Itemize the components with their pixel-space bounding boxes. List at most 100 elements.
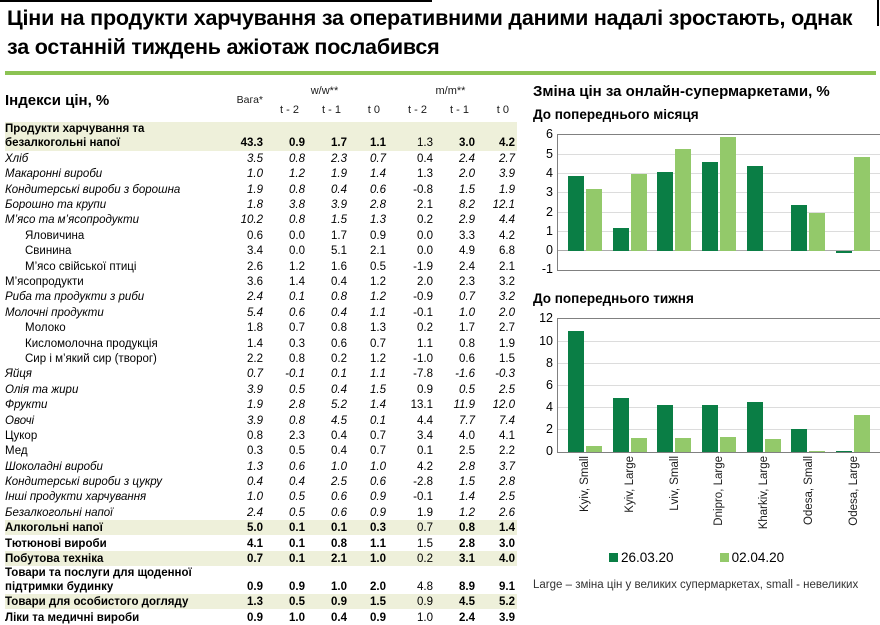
bar <box>701 162 718 252</box>
row-value: 0.5 <box>370 260 386 273</box>
row-value: 0.8 <box>331 291 347 304</box>
chart2-x-axis-labels: Kyiv, Small Kyiv, Large Lviv, Small Dnipro,… <box>558 456 880 542</box>
row-value: 1.1 <box>370 537 386 550</box>
row-value: 3.6 <box>247 276 263 288</box>
x-axis-label-text: Odesa, Small <box>803 456 816 526</box>
row-value: 0.9 <box>289 581 305 594</box>
chart-footnote: Large – зміна цін у великих супермаркета… <box>533 579 859 592</box>
row-value: 1.7 <box>459 322 475 335</box>
row-value: 3.0 <box>459 137 475 150</box>
table-row: Свинина 3.4 0.0 5.1 2.1 0.0 4.9 6.8 <box>5 243 517 258</box>
bar-group <box>657 135 692 270</box>
row-value: 1.7 <box>331 137 347 150</box>
gridline <box>558 173 880 175</box>
row-value: 1.2 <box>370 352 386 365</box>
row-value: 3.1 <box>459 553 475 566</box>
table-row: Молоко 1.8 0.7 0.8 1.3 0.2 1.7 2.7 <box>5 320 517 335</box>
row-value: 0.9 <box>331 596 347 609</box>
row-value: 0.0 <box>289 245 305 258</box>
bar <box>746 401 763 453</box>
row-value: 2.4 <box>459 260 475 273</box>
chart1-title: До попереднього місяця <box>533 107 699 123</box>
row-label: Алкогольні напої <box>5 522 103 535</box>
row-value: 0.4 <box>331 429 347 442</box>
col-group-mm: m/m** <box>435 85 466 98</box>
row-label: Овочі <box>5 414 35 427</box>
row-value: 2.0 <box>459 168 475 181</box>
bar <box>630 438 647 453</box>
x-axis-label-text: Dnipro, Large <box>713 456 726 527</box>
row-label: Хліб <box>5 152 29 165</box>
chart1-y-axis: 6 5 4 3 2 1 0 -1 <box>533 127 557 276</box>
row-value: 0.7 <box>370 429 386 442</box>
row-value: 0.8 <box>247 429 263 442</box>
row-label: Олія та жири <box>5 383 79 396</box>
row-value: 1.9 <box>499 183 515 196</box>
col-header-t: t - 2 <box>408 104 427 117</box>
row-value: 1.4 <box>370 399 386 412</box>
bar <box>853 156 870 252</box>
row-value: 2.0 <box>417 276 433 288</box>
row-label: Кисломолочна продукція <box>25 337 158 350</box>
row-label: Ліки та медичні вироби <box>5 611 140 624</box>
table-row: Алкогольні напої 5.0 0.1 0.1 0.3 0.7 0.8 1.4 <box>5 519 517 536</box>
row-value: 1.8 <box>247 199 263 212</box>
row-value: 12.0 <box>492 399 515 412</box>
row-value: 0.9 <box>370 506 386 519</box>
table-row: Молочні продукти 5.4 0.6 0.4 1.1 -0.1 1.0 2.0 <box>5 304 517 319</box>
bar-group <box>746 319 781 453</box>
table-row: Яловичина 0.6 0.0 1.7 0.9 0.0 3.3 4.2 <box>5 227 517 242</box>
gridline <box>558 250 880 252</box>
row-value: 0.8 <box>459 337 475 350</box>
row-label: М’ясопродукти <box>5 276 84 288</box>
table-row: Безалкогольні напої 2.4 0.5 0.6 0.9 1.9 1.2 2.6 <box>5 504 517 519</box>
green-divider <box>5 71 876 76</box>
row-value: 0.4 <box>289 476 305 489</box>
row-value: 2.5 <box>459 445 475 458</box>
row-value: 0.1 <box>331 368 347 381</box>
gridline <box>558 407 880 409</box>
row-value: 2.3 <box>459 276 475 288</box>
page-title: Ціни на продукти харчування за оперативн… <box>7 6 853 60</box>
row-value: 3.9 <box>499 611 515 624</box>
row-value: -2.8 <box>413 476 433 489</box>
row-value: 0.2 <box>417 214 433 227</box>
row-label: Молоко <box>25 322 66 335</box>
table-header: Індекси цін, % Вага* w/w** m/m** t - 2 t… <box>5 81 517 119</box>
row-value: 1.1 <box>370 137 386 150</box>
row-value: 3.9 <box>247 414 263 427</box>
row-value: 0.5 <box>459 383 475 396</box>
row-label: М’ясо та м’ясопродукти <box>5 214 140 227</box>
row-value: 7.4 <box>499 414 515 427</box>
table-row: Риба та продукти з риби 2.4 0.1 0.8 1.2 -0.9 0… <box>5 289 517 304</box>
row-label: Побутова техніка <box>5 553 104 566</box>
row-value: 2.4 <box>247 291 263 304</box>
row-value: 1.2 <box>370 276 386 288</box>
row-value: 3.8 <box>289 199 305 212</box>
row-value: 2.5 <box>331 476 347 489</box>
row-value: 0.0 <box>417 229 433 242</box>
row-value: 1.0 <box>247 168 263 181</box>
row-value: 0.1 <box>289 537 305 550</box>
row-value: 1.5 <box>370 383 386 396</box>
row-value: 1.5 <box>417 537 433 550</box>
row-value: 0.9 <box>417 596 433 609</box>
table-row: М’ясо та м’ясопродукти 10.2 0.8 1.5 1.3 0.2 2.… <box>5 212 517 227</box>
y-tick-label: 2 <box>546 422 553 437</box>
y-tick-label: 2 <box>546 204 553 219</box>
row-value: 2.8 <box>289 399 305 412</box>
row-value: 1.9 <box>331 168 347 181</box>
row-value: 2.9 <box>459 214 475 227</box>
bar <box>764 439 781 453</box>
row-value: 1.0 <box>247 491 263 504</box>
row-label: Тютюнові вироби <box>5 537 107 550</box>
row-value: 0.9 <box>370 229 386 242</box>
row-value: 1.8 <box>247 322 263 335</box>
bar <box>612 398 629 453</box>
price-index-table: Індекси цін, % Вага* w/w** m/m** t - 2 t… <box>5 75 517 624</box>
table-row: Інші продукти харчування 1.0 0.5 0.6 0.9 -0.1… <box>5 489 517 504</box>
row-value: 3.5 <box>247 152 263 165</box>
content: Індекси цін, % Вага* w/w** m/m** t - 2 t… <box>0 75 880 624</box>
row-value: 8.9 <box>459 581 475 594</box>
row-value: 2.7 <box>499 152 515 165</box>
